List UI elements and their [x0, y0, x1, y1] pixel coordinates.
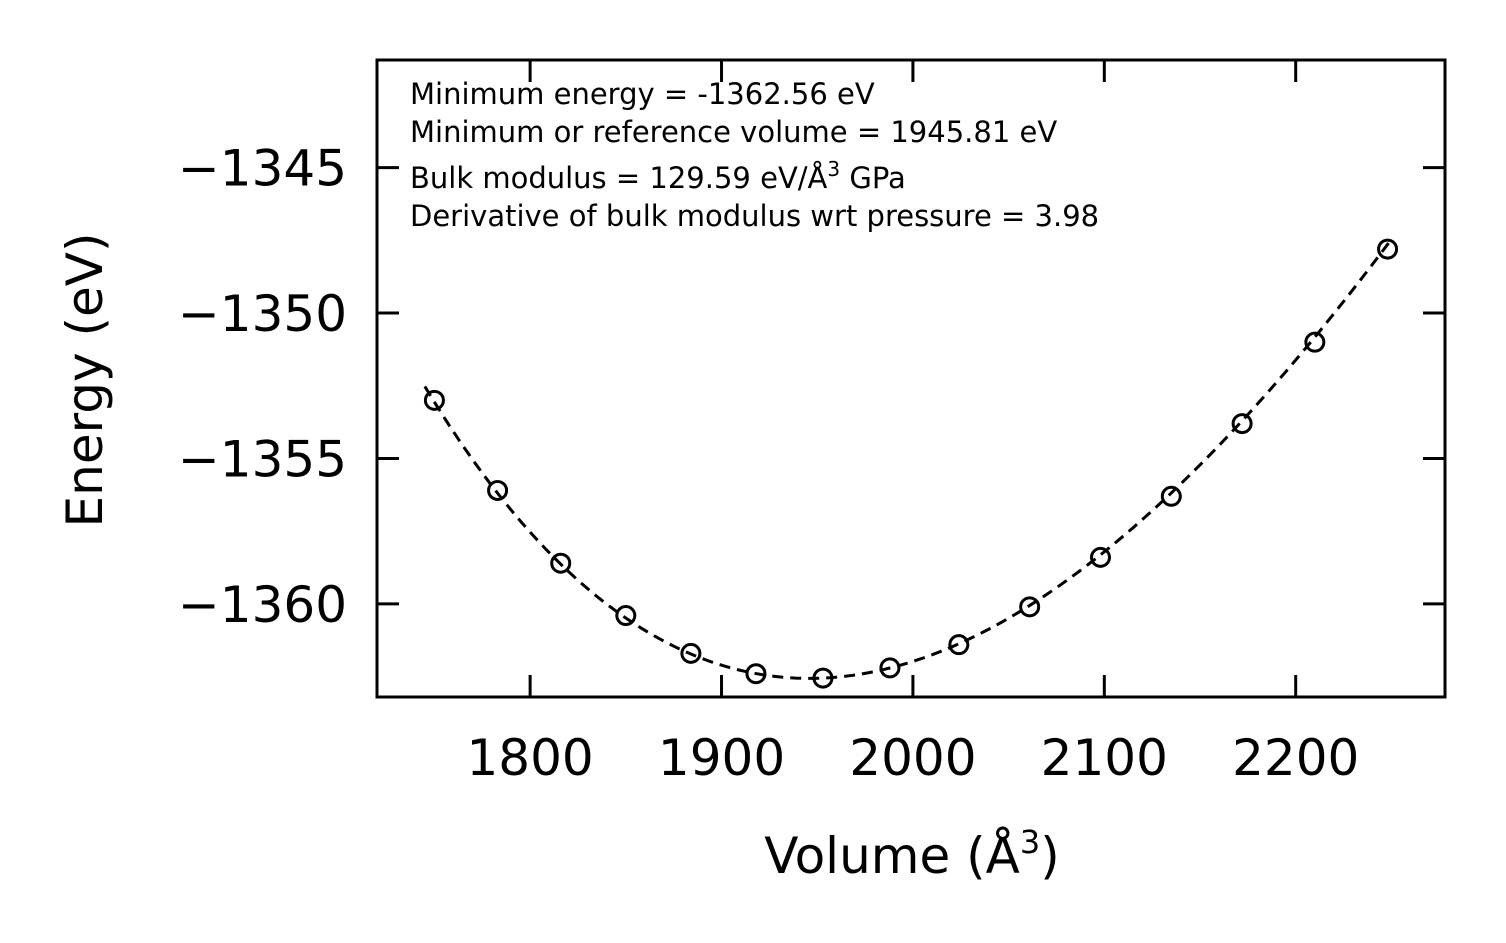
x-axis-label: Volume (Å3): [764, 823, 1059, 885]
y-tick-label: −1345: [178, 140, 347, 198]
x-axis-label-sup: 3: [1020, 823, 1040, 861]
annotation-bulk-derivative: Derivative of bulk modulus wrt pressure …: [410, 199, 1099, 233]
annotation-bulk-modulus-sup: 3: [827, 157, 840, 181]
points-layer: [423, 238, 1399, 689]
data-point: [948, 634, 970, 656]
axis-ticks: 1800 1900 2000 2100 2200 −1345 −1350 −1355 −1360: [178, 60, 1445, 787]
data-point: [1377, 238, 1399, 260]
data-point: [680, 642, 702, 664]
annotation-block: Minimum energy = -1362.56 eV Minimum or …: [410, 77, 1099, 233]
data-point: [615, 605, 637, 627]
y-axis-label: Energy (eV): [56, 233, 114, 528]
x-axis-label-main: Volume (Å: [764, 827, 1020, 885]
x-tick-label: 2100: [1041, 729, 1168, 787]
y-tick-label: −1355: [178, 430, 347, 488]
data-point: [745, 663, 767, 685]
annotation-bulk-modulus-main: Bulk modulus = 129.59 eV/Å: [410, 161, 828, 195]
x-tick-label: 1800: [466, 729, 593, 787]
data-point: [1019, 596, 1041, 618]
annotation-min-volume: Minimum or reference volume = 1945.81 eV: [410, 115, 1057, 149]
fit-layer: [423, 238, 1393, 680]
data-point: [487, 479, 509, 501]
x-tick-label: 1900: [658, 729, 785, 787]
data-point: [1160, 485, 1182, 507]
data-point: [879, 657, 901, 679]
fit-curve: [423, 238, 1393, 680]
annotation-bulk-modulus-tail: GPa: [840, 161, 906, 195]
y-tick-label: −1360: [178, 576, 347, 634]
plot-frame: [375, 58, 1447, 699]
data-point: [1089, 546, 1111, 568]
annotation-min-energy: Minimum energy = -1362.56 eV: [410, 77, 875, 111]
data-point: [1231, 413, 1253, 435]
data-point: [550, 552, 572, 574]
x-tick-label: 2000: [849, 729, 976, 787]
x-tick-label: 2200: [1232, 729, 1359, 787]
x-axis-label-close: ): [1040, 827, 1060, 885]
data-point: [812, 667, 834, 689]
data-point: [1304, 331, 1326, 353]
y-tick-label: −1350: [178, 285, 347, 343]
annotation-bulk-modulus: Bulk modulus = 129.59 eV/Å3 GPa: [410, 157, 906, 195]
data-point: [423, 389, 445, 411]
